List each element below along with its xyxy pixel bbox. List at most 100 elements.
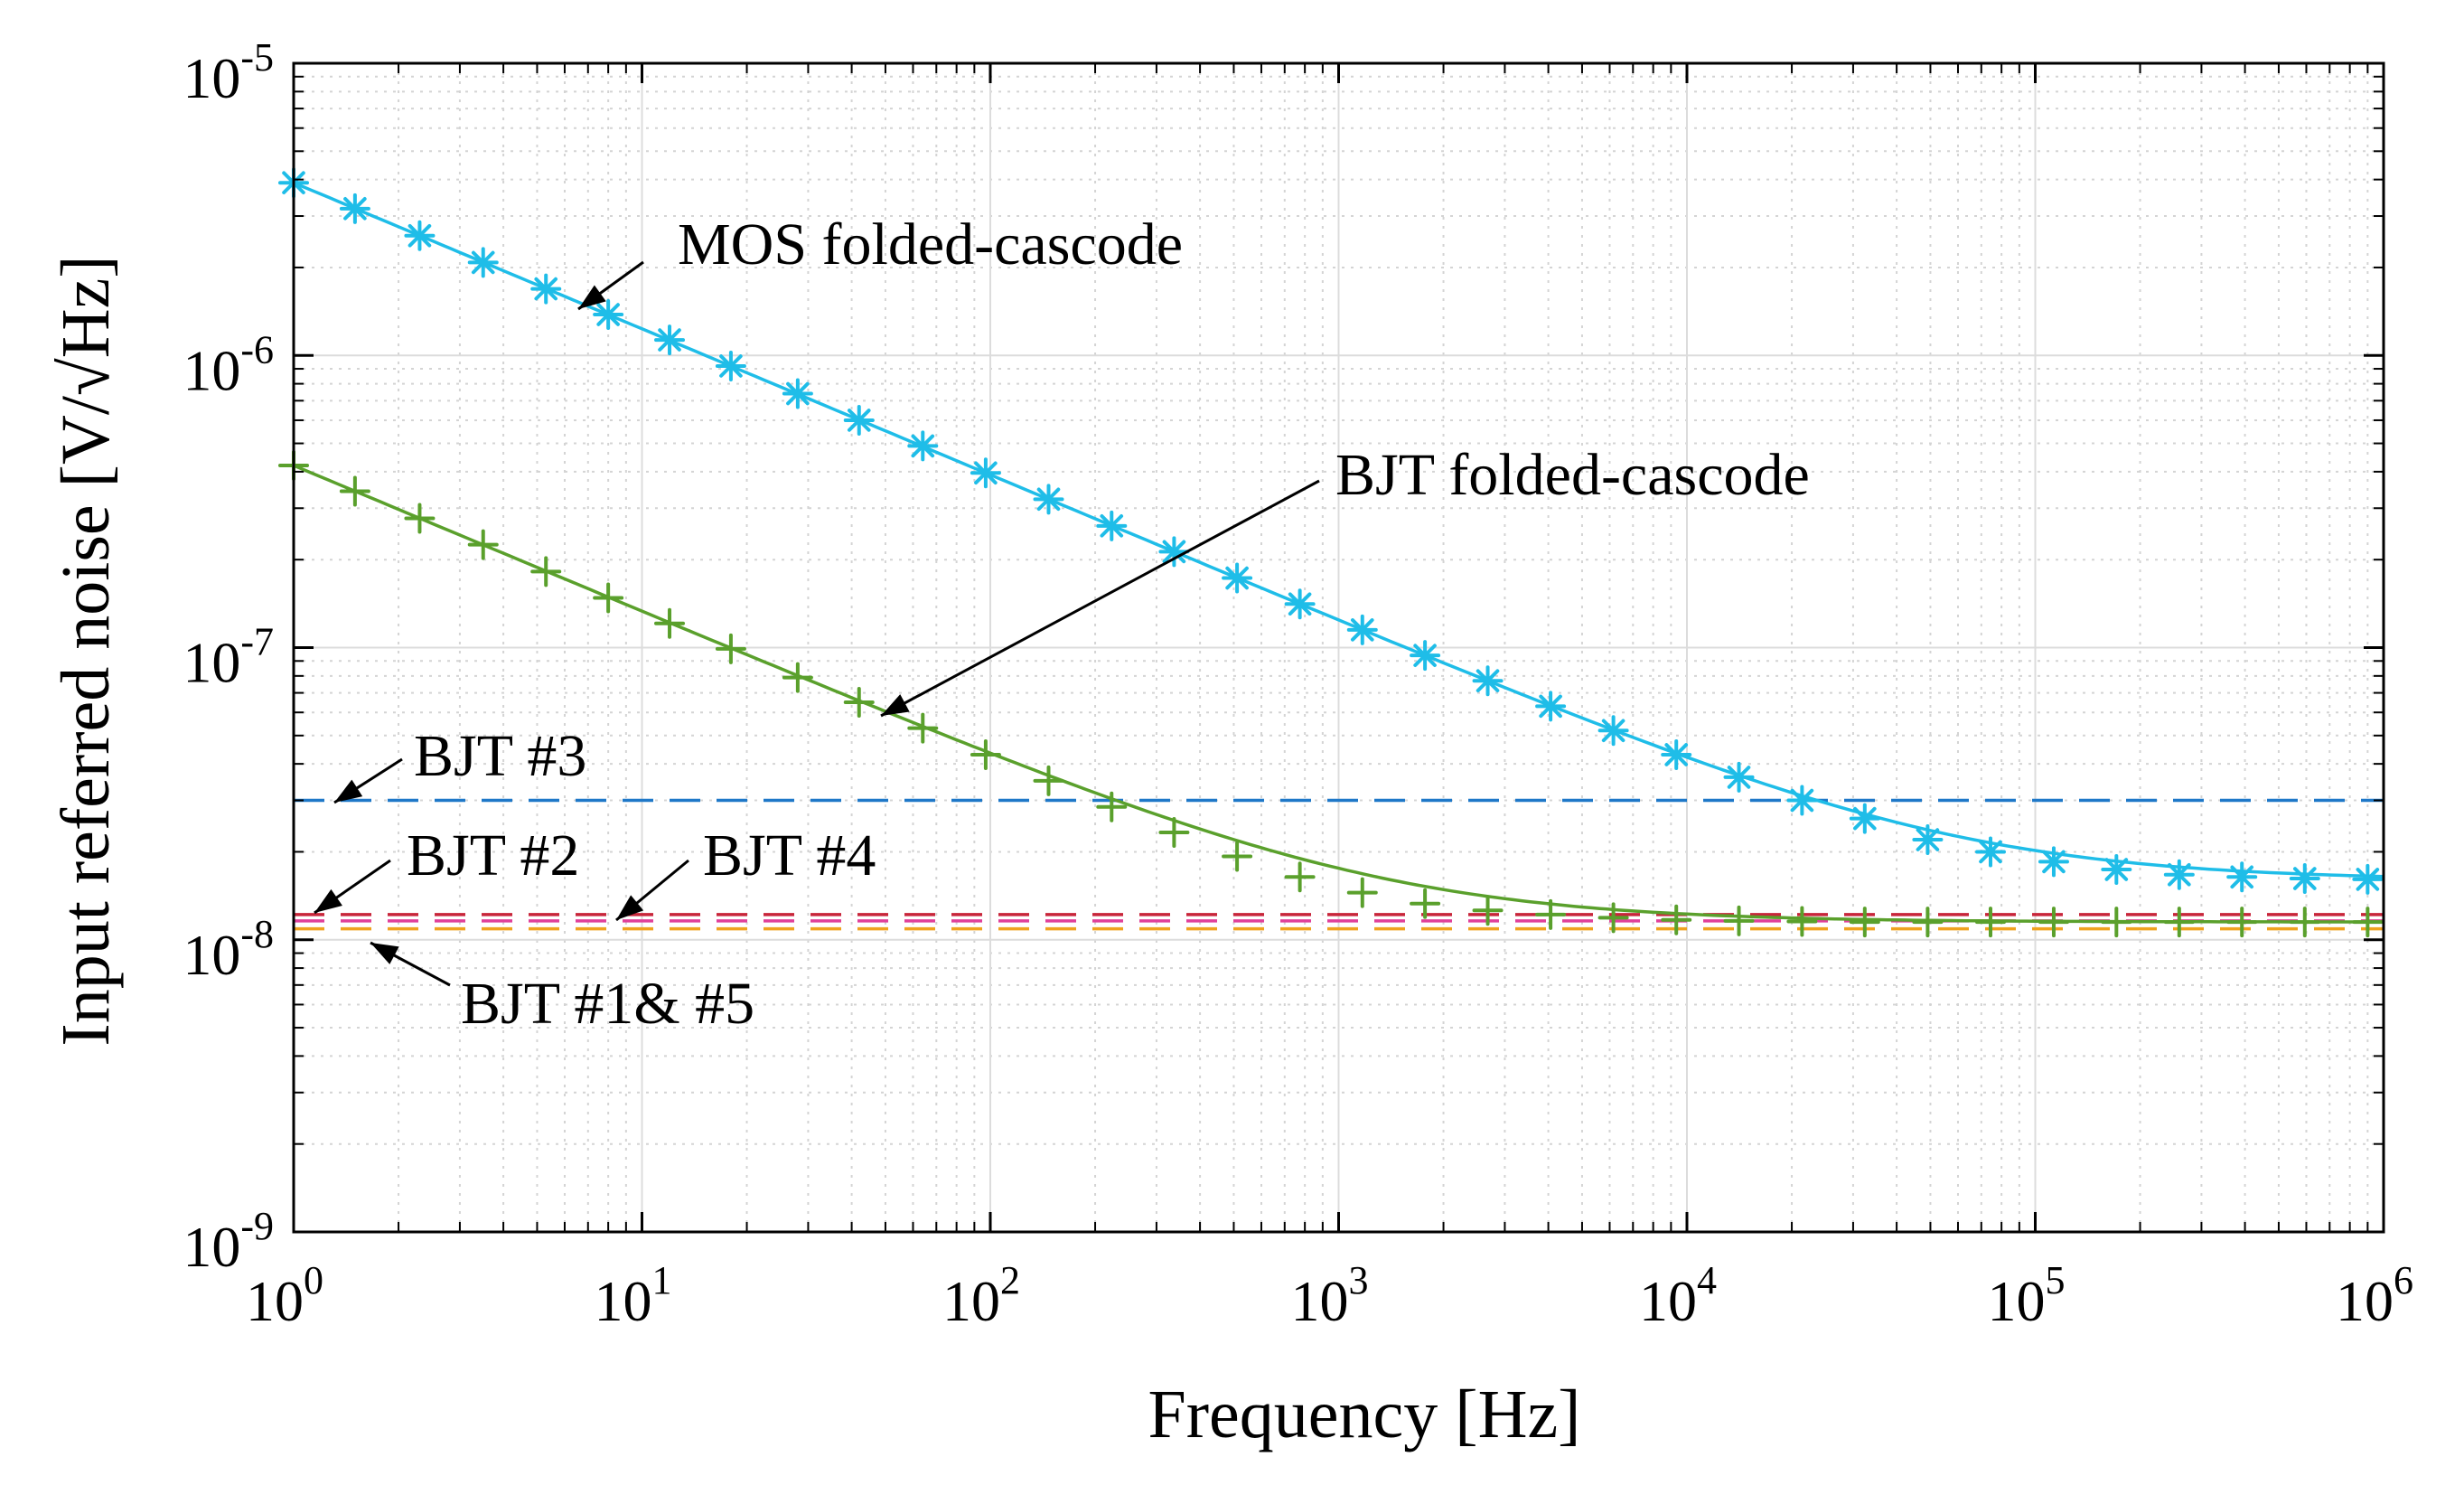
marker-stroke bbox=[534, 277, 558, 301]
marker-stroke bbox=[911, 434, 935, 458]
data-point-mos-folded-cascode bbox=[1849, 803, 1880, 834]
data-point-bjt-folded-cascode bbox=[1096, 791, 1128, 822]
data-point-bjt-folded-cascode bbox=[782, 662, 813, 693]
marker-stroke bbox=[1727, 766, 1751, 789]
data-point-bjt-folded-cascode bbox=[1284, 861, 1316, 893]
data-point-bjt-folded-cascode bbox=[467, 529, 499, 560]
marker-stroke bbox=[1413, 644, 1437, 667]
data-point-mos-folded-cascode bbox=[1284, 588, 1316, 620]
y-axis-title: Input referred noise [V/√Hz] bbox=[48, 255, 124, 1046]
arrow-mos-folded-cascode bbox=[577, 260, 644, 311]
y-tick-label: 10-6 bbox=[183, 327, 274, 402]
data-point-bjt-folded-cascode bbox=[654, 607, 686, 639]
data-point-bjt-folded-cascode bbox=[1849, 907, 1880, 938]
data-point-bjt-folded-cascode bbox=[1222, 841, 1253, 872]
marker-stroke bbox=[1979, 840, 2002, 864]
data-point-mos-folded-cascode bbox=[1786, 785, 1818, 816]
marker-stroke bbox=[974, 461, 998, 485]
marker-stroke bbox=[1539, 694, 1562, 719]
data-point-bjt-folded-cascode bbox=[2038, 907, 2069, 938]
data-point-mos-folded-cascode bbox=[1158, 536, 1190, 568]
x-axis-title: Frequency [Hz] bbox=[1148, 1377, 1580, 1452]
marker-stroke bbox=[1100, 514, 1124, 538]
data-point-mos-folded-cascode bbox=[1723, 761, 1755, 793]
data-point-mos-folded-cascode bbox=[2101, 853, 2132, 885]
data-point-bjt-folded-cascode bbox=[1786, 906, 1818, 937]
marker-stroke bbox=[658, 328, 681, 352]
arrow-bjt-3 bbox=[333, 757, 403, 804]
data-point-mos-folded-cascode bbox=[715, 350, 746, 381]
y-tick-label: 10-5 bbox=[183, 35, 274, 110]
data-point-bjt-folded-cascode bbox=[404, 503, 436, 534]
annotations: MOS folded-cascode BJT folded-cascode BJ… bbox=[407, 211, 1810, 1037]
data-point-bjt-folded-cascode bbox=[1912, 907, 1944, 938]
data-point-bjt-folded-cascode bbox=[907, 712, 939, 744]
marker-stroke bbox=[719, 354, 743, 378]
data-point-bjt-folded-cascode bbox=[715, 633, 746, 664]
data-point-bjt-folded-cascode bbox=[593, 582, 624, 614]
data-point-mos-folded-cascode bbox=[2163, 859, 2195, 890]
marker-stroke bbox=[2356, 868, 2380, 891]
arrow-head bbox=[314, 888, 342, 913]
data-point-mos-folded-cascode bbox=[1096, 510, 1128, 541]
marker-stroke bbox=[1162, 540, 1186, 564]
annotation-bjt-folded-cascode: BJT folded-cascode bbox=[1335, 442, 1810, 508]
data-point-mos-folded-cascode bbox=[404, 220, 436, 251]
data-point-bjt-folded-cascode bbox=[1472, 895, 1504, 926]
marker-stroke bbox=[1916, 828, 1940, 851]
series-line-bjt-folded-cascode bbox=[293, 464, 2384, 924]
arrow-bjt-folded-cascode bbox=[880, 479, 1320, 718]
data-point-bjt-folded-cascode bbox=[2352, 907, 2384, 938]
marker-stroke bbox=[2104, 858, 2129, 881]
data-point-mos-folded-cascode bbox=[843, 404, 875, 436]
annotation-bjt-3: BJT #3 bbox=[414, 723, 586, 789]
marker-stroke bbox=[1664, 743, 1689, 766]
data-point-bjt-folded-cascode bbox=[1535, 898, 1567, 930]
marker-stroke bbox=[1476, 669, 1500, 692]
data-point-mos-folded-cascode bbox=[907, 430, 939, 462]
data-point-bjt-folded-cascode bbox=[1033, 765, 1064, 796]
data-point-mos-folded-cascode bbox=[1346, 614, 1378, 645]
y-tick-label: 10-8 bbox=[183, 912, 274, 987]
data-point-mos-folded-cascode bbox=[2352, 863, 2384, 895]
data-point-bjt-folded-cascode bbox=[2163, 907, 2195, 938]
data-point-bjt-folded-cascode bbox=[843, 686, 875, 718]
arrow-head bbox=[881, 694, 910, 716]
series-layer bbox=[278, 167, 2384, 938]
axes-layer bbox=[292, 61, 2385, 1234]
data-point-bjt-folded-cascode bbox=[530, 556, 562, 587]
x-tick-label: 100 bbox=[246, 1258, 323, 1333]
arrow-head bbox=[616, 895, 644, 920]
data-point-mos-folded-cascode bbox=[1222, 562, 1253, 594]
data-point-mos-folded-cascode bbox=[530, 273, 562, 305]
data-point-mos-folded-cascode bbox=[1661, 738, 1692, 770]
marker-stroke bbox=[1853, 806, 1877, 831]
marker-stroke bbox=[1790, 788, 1814, 813]
marker-stroke bbox=[2292, 867, 2317, 890]
marker-stroke bbox=[1350, 618, 1374, 642]
annotation-bjt-1-and-5: BJT #1& #5 bbox=[461, 971, 754, 1037]
annotation-mos-folded-cascode: MOS folded-cascode bbox=[678, 211, 1183, 277]
data-point-mos-folded-cascode bbox=[467, 247, 499, 278]
data-point-mos-folded-cascode bbox=[1974, 836, 2006, 868]
marker-stroke bbox=[786, 381, 810, 406]
marker-stroke bbox=[1601, 719, 1625, 743]
data-point-mos-folded-cascode bbox=[1912, 824, 1944, 856]
data-point-bjt-folded-cascode bbox=[1661, 904, 1692, 935]
marker-stroke bbox=[596, 303, 620, 326]
data-point-mos-folded-cascode bbox=[1597, 715, 1629, 747]
data-point-bjt-folded-cascode bbox=[970, 738, 1001, 770]
arrow-bjt-1-and-5 bbox=[370, 941, 451, 987]
data-point-mos-folded-cascode bbox=[654, 324, 686, 356]
marker-stroke bbox=[471, 250, 495, 275]
arrow-head bbox=[578, 285, 606, 309]
data-point-bjt-folded-cascode bbox=[2101, 907, 2132, 938]
series-line-mos-folded-cascode bbox=[293, 181, 2384, 879]
annotation-bjt-4: BJT #4 bbox=[703, 822, 876, 888]
data-point-bjt-folded-cascode bbox=[1723, 905, 1755, 936]
x-tick-label: 106 bbox=[2336, 1258, 2413, 1333]
arrow-head bbox=[334, 779, 363, 803]
data-point-bjt-folded-cascode bbox=[2289, 907, 2320, 938]
arrow-head bbox=[370, 943, 399, 964]
x-tick-label: 105 bbox=[1988, 1258, 2066, 1333]
